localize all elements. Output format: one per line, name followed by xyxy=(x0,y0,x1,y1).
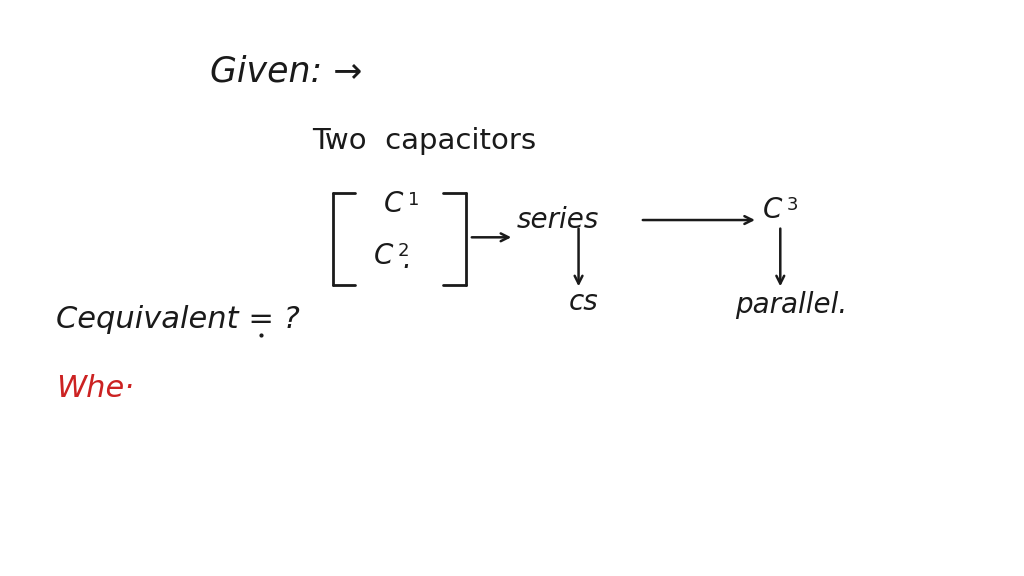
Text: Whe·: Whe· xyxy=(56,374,134,403)
Text: parallel.: parallel. xyxy=(735,291,848,319)
Text: C: C xyxy=(374,242,393,270)
Text: Given: →: Given: → xyxy=(210,55,362,89)
Text: 1: 1 xyxy=(408,191,419,209)
Text: Two  capacitors: Two capacitors xyxy=(312,127,537,155)
Text: series: series xyxy=(517,206,599,234)
Text: Cequivalent = ?: Cequivalent = ? xyxy=(56,305,300,334)
Text: C: C xyxy=(384,191,403,218)
Text: C: C xyxy=(763,196,782,224)
Text: .: . xyxy=(402,247,412,274)
Text: 2: 2 xyxy=(397,242,409,260)
Text: cs: cs xyxy=(568,289,598,316)
Text: 3: 3 xyxy=(786,196,798,214)
